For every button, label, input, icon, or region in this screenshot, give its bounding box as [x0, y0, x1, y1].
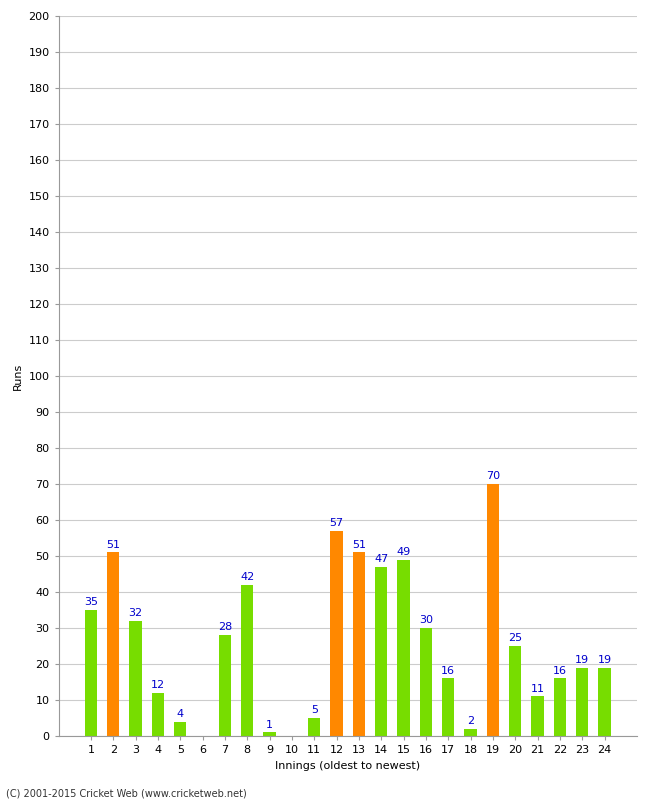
Bar: [174, 722, 187, 736]
Text: 42: 42: [240, 572, 254, 582]
Text: 5: 5: [311, 705, 318, 715]
Bar: [487, 484, 499, 736]
Bar: [129, 621, 142, 736]
Text: 4: 4: [177, 709, 184, 718]
Bar: [152, 693, 164, 736]
Text: 28: 28: [218, 622, 232, 632]
Text: 25: 25: [508, 633, 523, 643]
Bar: [375, 566, 387, 736]
Bar: [330, 531, 343, 736]
Bar: [576, 667, 588, 736]
Bar: [599, 667, 611, 736]
Text: 47: 47: [374, 554, 388, 564]
Bar: [263, 733, 276, 736]
Text: 11: 11: [530, 683, 545, 694]
Text: 16: 16: [441, 666, 455, 675]
Text: 30: 30: [419, 615, 433, 625]
Bar: [84, 610, 97, 736]
Text: 51: 51: [106, 539, 120, 550]
Text: 2: 2: [467, 716, 474, 726]
Text: 51: 51: [352, 539, 366, 550]
Bar: [554, 678, 566, 736]
Text: 35: 35: [84, 597, 98, 607]
Text: 19: 19: [575, 654, 590, 665]
X-axis label: Innings (oldest to newest): Innings (oldest to newest): [275, 761, 421, 770]
Bar: [241, 585, 254, 736]
Text: 19: 19: [597, 654, 612, 665]
Text: 16: 16: [553, 666, 567, 675]
Text: 49: 49: [396, 546, 411, 557]
Bar: [308, 718, 320, 736]
Bar: [442, 678, 454, 736]
Y-axis label: Runs: Runs: [13, 362, 23, 390]
Bar: [397, 560, 410, 736]
Bar: [509, 646, 521, 736]
Text: 12: 12: [151, 680, 165, 690]
Bar: [465, 729, 476, 736]
Bar: [532, 696, 543, 736]
Bar: [353, 553, 365, 736]
Text: (C) 2001-2015 Cricket Web (www.cricketweb.net): (C) 2001-2015 Cricket Web (www.cricketwe…: [6, 788, 247, 798]
Bar: [219, 635, 231, 736]
Text: 70: 70: [486, 471, 500, 481]
Text: 32: 32: [129, 608, 142, 618]
Bar: [420, 628, 432, 736]
Text: 1: 1: [266, 719, 273, 730]
Text: 57: 57: [330, 518, 344, 528]
Bar: [107, 553, 120, 736]
